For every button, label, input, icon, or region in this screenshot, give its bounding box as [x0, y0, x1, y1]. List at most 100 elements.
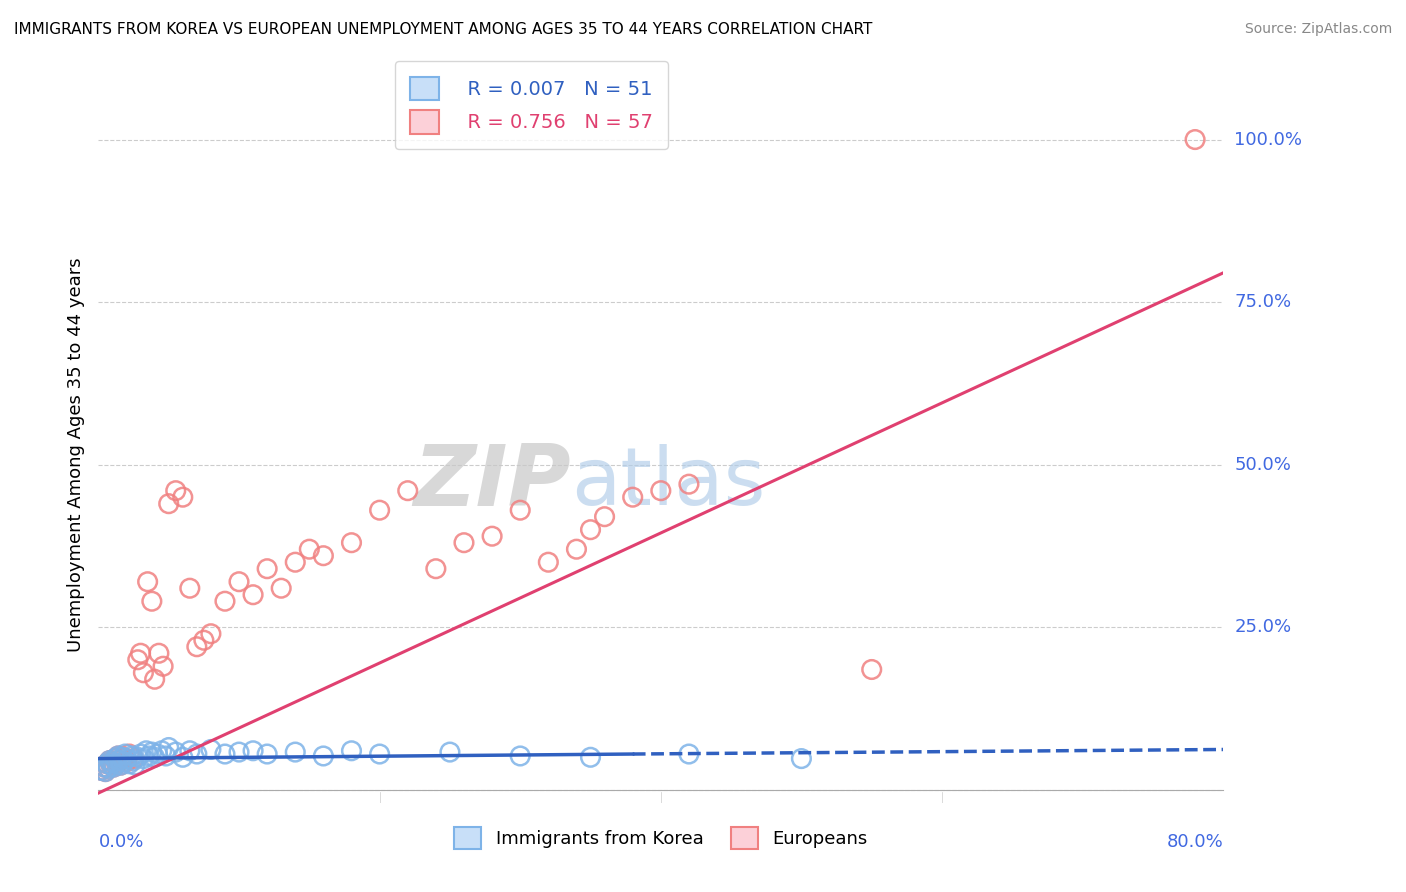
Point	[621, 490, 644, 504]
Point	[1184, 132, 1206, 146]
Text: ZIP: ZIP	[413, 442, 571, 524]
Point	[860, 663, 883, 677]
Point	[579, 523, 602, 537]
Point	[127, 750, 149, 764]
Point	[108, 754, 131, 768]
Point	[155, 749, 177, 764]
Y-axis label: Unemployment Among Ages 35 to 44 years: Unemployment Among Ages 35 to 44 years	[66, 258, 84, 652]
Point	[100, 758, 122, 772]
Point	[90, 764, 112, 778]
Legend: Immigrants from Korea, Europeans: Immigrants from Korea, Europeans	[447, 820, 875, 856]
Point	[103, 760, 125, 774]
Point	[103, 760, 125, 774]
Point	[593, 509, 616, 524]
Point	[143, 750, 166, 764]
Text: Source: ZipAtlas.com: Source: ZipAtlas.com	[1244, 22, 1392, 37]
Text: 50.0%: 50.0%	[1234, 456, 1291, 474]
Point	[481, 529, 503, 543]
Point	[90, 764, 112, 778]
Text: 100.0%: 100.0%	[1234, 130, 1302, 149]
Text: 75.0%: 75.0%	[1234, 293, 1292, 311]
Point	[537, 555, 560, 569]
Point	[124, 758, 146, 772]
Point	[136, 574, 159, 589]
Point	[179, 581, 201, 595]
Point	[114, 747, 136, 761]
Point	[110, 758, 132, 772]
Point	[94, 764, 117, 779]
Point	[678, 747, 700, 761]
Point	[118, 747, 141, 761]
Point	[150, 744, 173, 758]
Point	[96, 756, 118, 771]
Point	[228, 745, 250, 759]
Text: IMMIGRANTS FROM KOREA VS EUROPEAN UNEMPLOYMENT AMONG AGES 35 TO 44 YEARS CORRELA: IMMIGRANTS FROM KOREA VS EUROPEAN UNEMPL…	[14, 22, 873, 37]
Point	[312, 749, 335, 764]
Point	[186, 747, 208, 761]
Point	[100, 758, 122, 772]
Text: 80.0%: 80.0%	[1167, 833, 1223, 851]
Point	[284, 555, 307, 569]
Point	[141, 594, 163, 608]
Point	[312, 549, 335, 563]
Point	[104, 751, 127, 765]
Point	[93, 760, 115, 774]
Point	[141, 745, 163, 759]
Point	[165, 483, 187, 498]
Point	[368, 747, 391, 761]
Point	[121, 749, 143, 764]
Point	[112, 755, 135, 769]
Point	[242, 744, 264, 758]
Point	[98, 754, 121, 768]
Point	[118, 756, 141, 771]
Point	[138, 749, 160, 764]
Point	[228, 574, 250, 589]
Point	[172, 750, 194, 764]
Point	[107, 749, 129, 764]
Point	[256, 562, 278, 576]
Point	[129, 646, 152, 660]
Point	[509, 749, 531, 764]
Point	[127, 653, 149, 667]
Point	[678, 477, 700, 491]
Point	[94, 764, 117, 779]
Point	[214, 747, 236, 761]
Text: 0.0%: 0.0%	[98, 833, 143, 851]
Point	[200, 626, 222, 640]
Point	[270, 581, 292, 595]
Point	[790, 751, 813, 765]
Point	[157, 740, 180, 755]
Point	[186, 640, 208, 654]
Point	[146, 747, 169, 761]
Point	[200, 742, 222, 756]
Point	[108, 754, 131, 768]
Point	[107, 749, 129, 764]
Point	[101, 756, 124, 770]
Point	[143, 672, 166, 686]
Text: 25.0%: 25.0%	[1234, 618, 1292, 636]
Point	[242, 588, 264, 602]
Point	[298, 542, 321, 557]
Point	[453, 535, 475, 549]
Point	[565, 542, 588, 557]
Point	[112, 750, 135, 764]
Point	[509, 503, 531, 517]
Point	[101, 756, 124, 770]
Point	[396, 483, 419, 498]
Point	[157, 497, 180, 511]
Point	[132, 751, 155, 765]
Text: atlas: atlas	[571, 443, 765, 522]
Point	[650, 483, 672, 498]
Point	[122, 751, 145, 765]
Point	[129, 747, 152, 761]
Point	[284, 745, 307, 759]
Point	[98, 754, 121, 768]
Point	[179, 744, 201, 758]
Point	[97, 761, 120, 775]
Point	[172, 490, 194, 504]
Point	[165, 745, 187, 759]
Point	[256, 747, 278, 761]
Point	[135, 744, 157, 758]
Point	[579, 750, 602, 764]
Point	[340, 535, 363, 549]
